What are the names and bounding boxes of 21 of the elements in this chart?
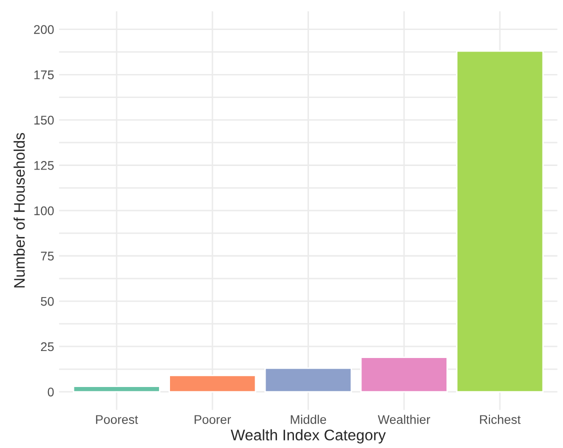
y-tick-label: 0 bbox=[48, 388, 54, 396]
x-tick-label: Richest bbox=[480, 414, 521, 424]
y-tick-label: 200 bbox=[34, 25, 54, 34]
x-tick-label: Poorest bbox=[96, 415, 138, 424]
x-tick-label: Middle bbox=[290, 414, 326, 424]
x-tick-label: Poorer bbox=[194, 415, 231, 424]
x-tick-label: Wealthier bbox=[378, 414, 430, 424]
bar bbox=[456, 50, 544, 392]
y-tick-label: 50 bbox=[40, 296, 54, 306]
y-tick-label: 125 bbox=[34, 161, 54, 170]
y-axis-title: Number of Households bbox=[14, 132, 25, 288]
y-tick-label: 25 bbox=[40, 342, 54, 352]
bar bbox=[72, 386, 160, 392]
y-tick-label: 100 bbox=[34, 206, 54, 216]
bar bbox=[168, 374, 256, 392]
x-axis-title: Wealth Index Category bbox=[230, 429, 386, 444]
y-tick-label: 175 bbox=[34, 70, 54, 80]
y-tick-label: 75 bbox=[40, 252, 54, 261]
bar bbox=[264, 368, 352, 392]
bar bbox=[360, 356, 448, 392]
y-tick-label: 150 bbox=[34, 116, 54, 125]
